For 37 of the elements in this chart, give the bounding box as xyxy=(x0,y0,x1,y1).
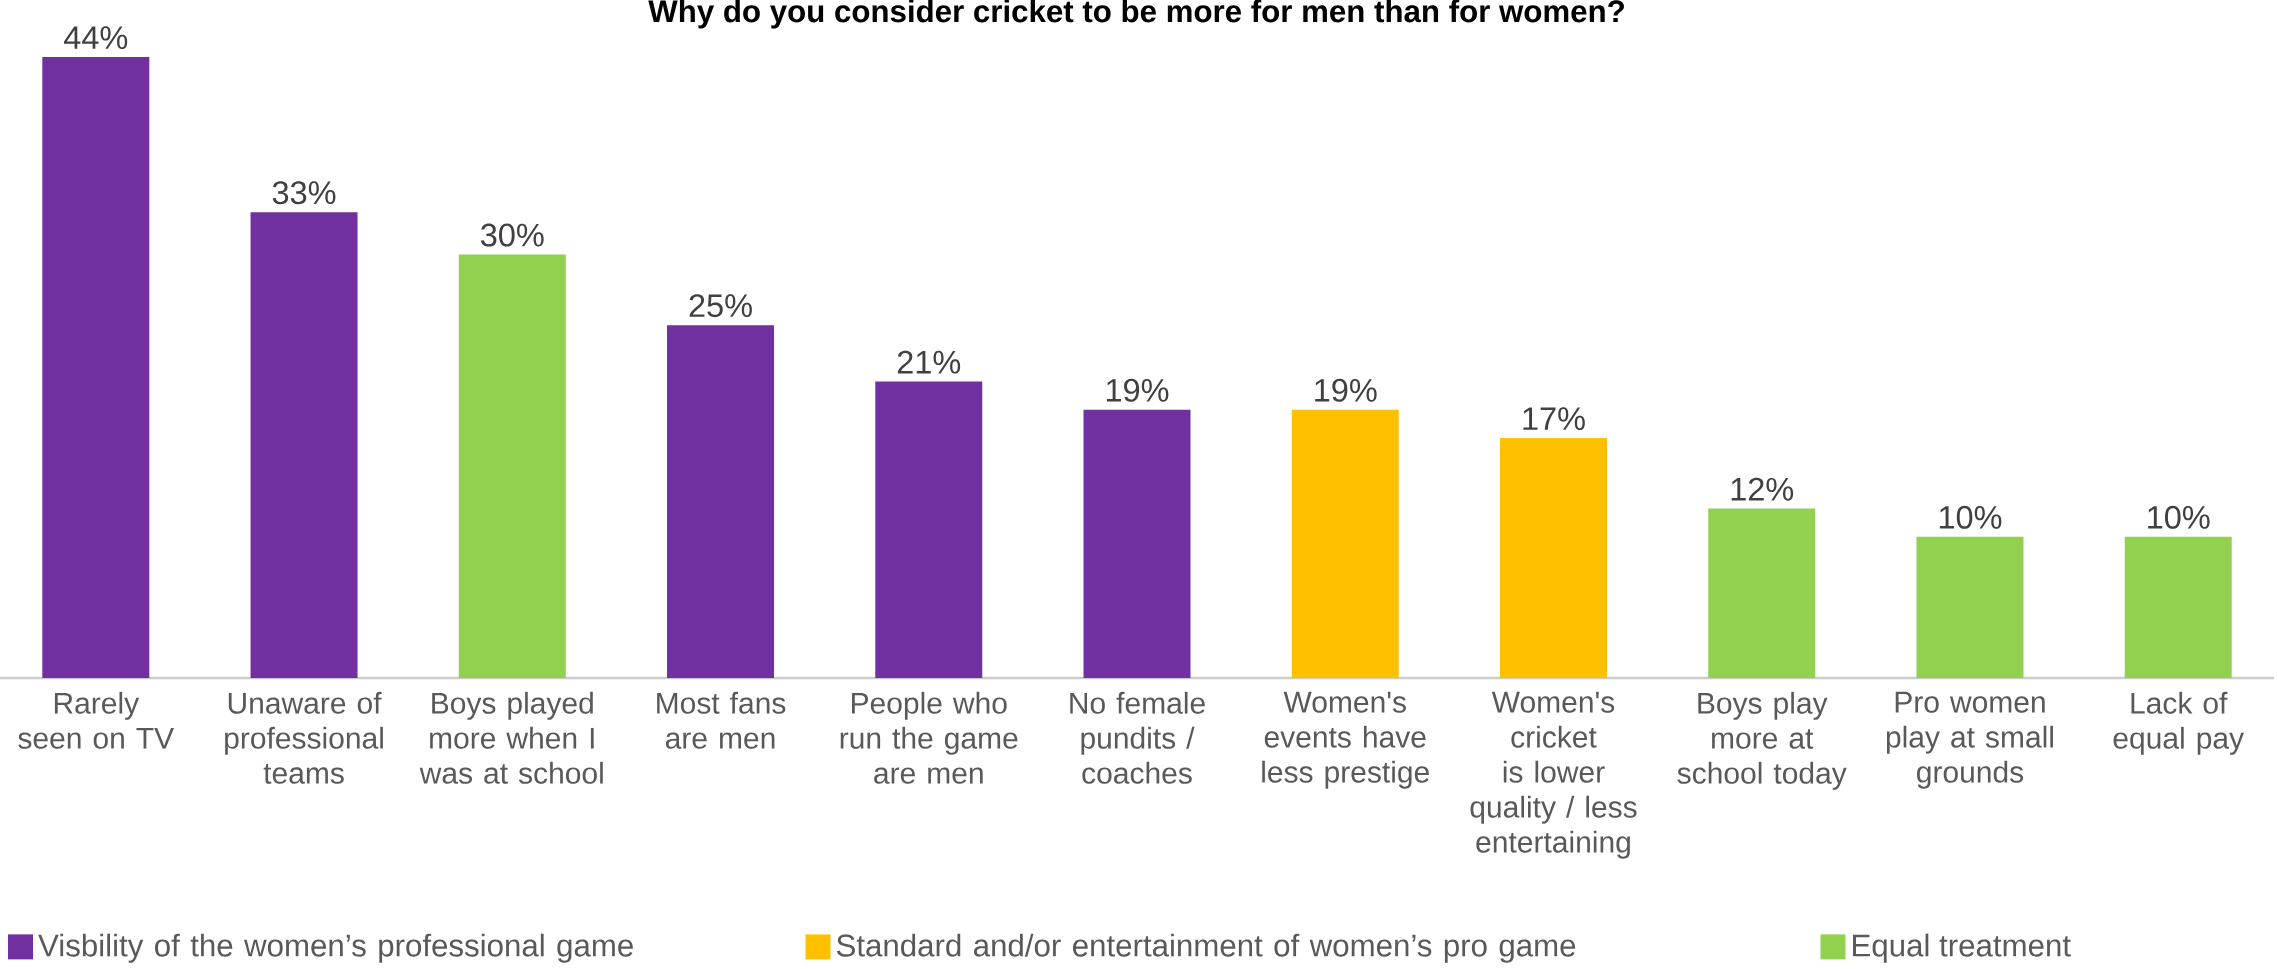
data-label: 33% xyxy=(272,181,336,205)
bar xyxy=(458,254,566,678)
data-label: 25% xyxy=(689,294,752,318)
data-label: 10% xyxy=(2148,505,2210,529)
data-label: 19% xyxy=(1315,378,1377,402)
x-tick-label: Women's cricket is lower quality / less entertaining xyxy=(1470,691,1637,859)
legend-label: Standard and/or entertainment of women’s pro game xyxy=(836,933,1576,963)
bar xyxy=(1916,536,2024,678)
bar xyxy=(1291,409,1399,678)
data-label: 30% xyxy=(481,223,544,247)
data-label: 17% xyxy=(1523,407,1585,431)
x-tick-label: Pro women play at small grounds xyxy=(1886,691,2053,789)
legend-label: Equal treatment xyxy=(1853,933,2071,963)
x-tick-label: Unaware of professional teams xyxy=(225,691,383,784)
bar xyxy=(250,212,358,678)
x-tick-label: No female pundits / coaches xyxy=(1070,691,1205,784)
data-label: 21% xyxy=(897,350,961,374)
x-tick-label: People who run the game are men xyxy=(840,691,1018,784)
data-label: 44% xyxy=(64,26,128,49)
x-tick-label: Women's events have less prestige xyxy=(1262,691,1429,789)
bar xyxy=(42,56,150,678)
legend-label: Visbility of the women’s professional game xyxy=(38,933,633,963)
bar xyxy=(667,325,775,678)
x-tick-label: Most fans are men xyxy=(657,691,786,749)
data-label: 12% xyxy=(1731,477,1794,501)
chart-title: Why do you consider cricket to be more for men than for women? xyxy=(648,0,1624,29)
bar xyxy=(1708,508,1816,678)
bar xyxy=(1499,438,1607,678)
bar xyxy=(1083,409,1191,678)
data-label: 10% xyxy=(1939,505,2002,529)
data-label: 19% xyxy=(1106,378,1169,402)
bar xyxy=(2124,536,2232,678)
x-tick-label: Lack of equal pay xyxy=(2113,691,2244,755)
bar xyxy=(875,381,983,678)
x-tick-label: Boys play more at school today xyxy=(1677,691,1847,790)
x-tick-label: Boys played more when I was at school xyxy=(419,691,603,784)
x-tick-label: Rarely seen on TV xyxy=(18,691,175,749)
